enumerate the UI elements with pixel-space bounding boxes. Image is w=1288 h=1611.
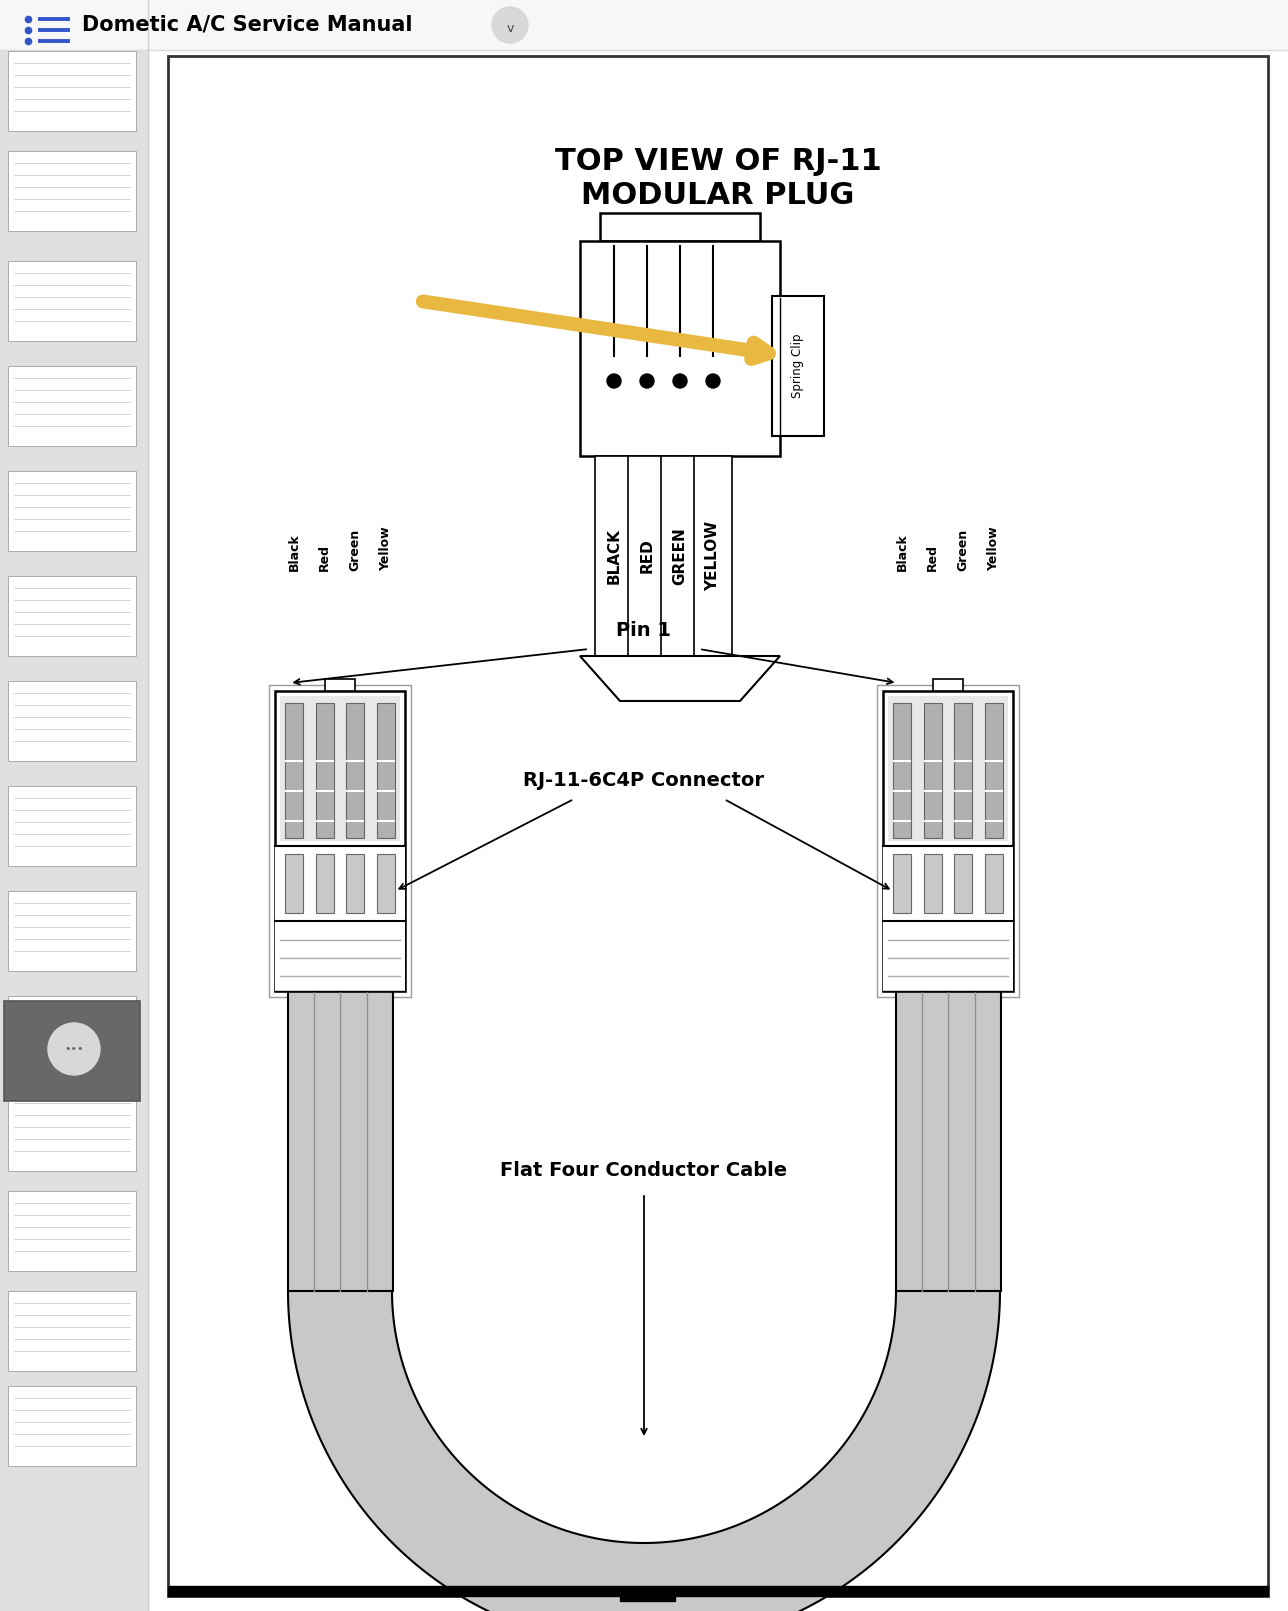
Bar — [595, 456, 632, 656]
Text: Yellow: Yellow — [987, 527, 999, 570]
Bar — [325, 678, 355, 691]
Polygon shape — [580, 656, 781, 701]
Text: Green: Green — [957, 528, 970, 570]
Bar — [894, 854, 912, 913]
Circle shape — [492, 6, 528, 43]
Bar — [8, 1385, 137, 1466]
Bar — [629, 456, 666, 656]
Bar — [276, 691, 404, 991]
Bar — [8, 891, 137, 971]
Bar — [620, 1588, 675, 1601]
Bar — [923, 854, 942, 913]
Polygon shape — [289, 1290, 999, 1611]
Text: Black: Black — [896, 533, 909, 570]
Bar — [8, 1290, 137, 1371]
Bar — [661, 456, 699, 656]
Bar — [984, 702, 1002, 838]
Bar — [600, 213, 760, 242]
Bar — [984, 854, 1002, 913]
Bar — [694, 456, 732, 656]
Circle shape — [607, 374, 621, 388]
Circle shape — [48, 1023, 100, 1075]
Bar — [276, 846, 404, 921]
Text: Red: Red — [926, 545, 939, 570]
Text: YELLOW: YELLOW — [706, 520, 720, 591]
Bar — [772, 296, 824, 437]
Bar — [896, 991, 1001, 1290]
Text: Pin 1: Pin 1 — [617, 622, 671, 641]
Text: Dometic A/C Service Manual: Dometic A/C Service Manual — [82, 14, 412, 35]
Bar — [923, 702, 942, 838]
Bar — [933, 678, 963, 691]
Bar — [8, 1091, 137, 1171]
Bar — [346, 702, 365, 838]
Text: Red: Red — [318, 545, 331, 570]
Bar — [0, 50, 148, 1611]
Circle shape — [640, 374, 654, 388]
Bar — [8, 52, 137, 130]
Bar — [877, 685, 1019, 997]
Bar — [8, 786, 137, 867]
Bar — [8, 366, 137, 446]
Bar — [346, 854, 365, 913]
Bar — [580, 242, 781, 456]
Bar — [8, 261, 137, 342]
Bar — [276, 921, 404, 991]
Bar — [286, 702, 304, 838]
Text: Black: Black — [289, 533, 301, 570]
Circle shape — [674, 374, 687, 388]
Text: Yellow: Yellow — [379, 527, 392, 570]
Bar — [286, 854, 304, 913]
Bar — [954, 702, 972, 838]
Bar — [884, 921, 1012, 991]
Bar — [954, 854, 972, 913]
Bar — [376, 702, 394, 838]
Text: RED: RED — [640, 538, 654, 574]
Text: GREEN: GREEN — [672, 527, 688, 585]
Bar — [289, 991, 393, 1290]
Text: Green: Green — [349, 528, 362, 570]
Bar — [8, 681, 137, 760]
Text: v: v — [506, 21, 514, 34]
Bar — [887, 696, 1009, 841]
Bar — [316, 854, 334, 913]
Bar — [8, 996, 137, 1076]
Bar — [167, 1585, 1267, 1597]
Bar — [0, 0, 1288, 50]
Bar — [8, 470, 137, 551]
Text: RJ-11-6C4P Connector: RJ-11-6C4P Connector — [523, 772, 765, 791]
Text: TOP VIEW OF RJ-11: TOP VIEW OF RJ-11 — [555, 147, 881, 176]
Bar — [376, 854, 394, 913]
Text: Spring Clip: Spring Clip — [792, 333, 805, 398]
Text: MODULAR PLUG: MODULAR PLUG — [581, 182, 855, 211]
Bar — [167, 56, 1267, 1597]
Bar — [269, 685, 411, 997]
Text: Flat Four Conductor Cable: Flat Four Conductor Cable — [501, 1162, 787, 1181]
Bar — [884, 691, 1012, 991]
Bar — [4, 1000, 140, 1100]
Bar — [894, 702, 912, 838]
Bar — [8, 577, 137, 656]
Bar — [279, 696, 401, 841]
Text: BLACK: BLACK — [607, 528, 622, 583]
Bar — [8, 151, 137, 230]
Circle shape — [706, 374, 720, 388]
Bar — [316, 702, 334, 838]
Text: •••: ••• — [64, 1044, 84, 1054]
Bar — [8, 1191, 137, 1271]
Bar — [884, 846, 1012, 921]
